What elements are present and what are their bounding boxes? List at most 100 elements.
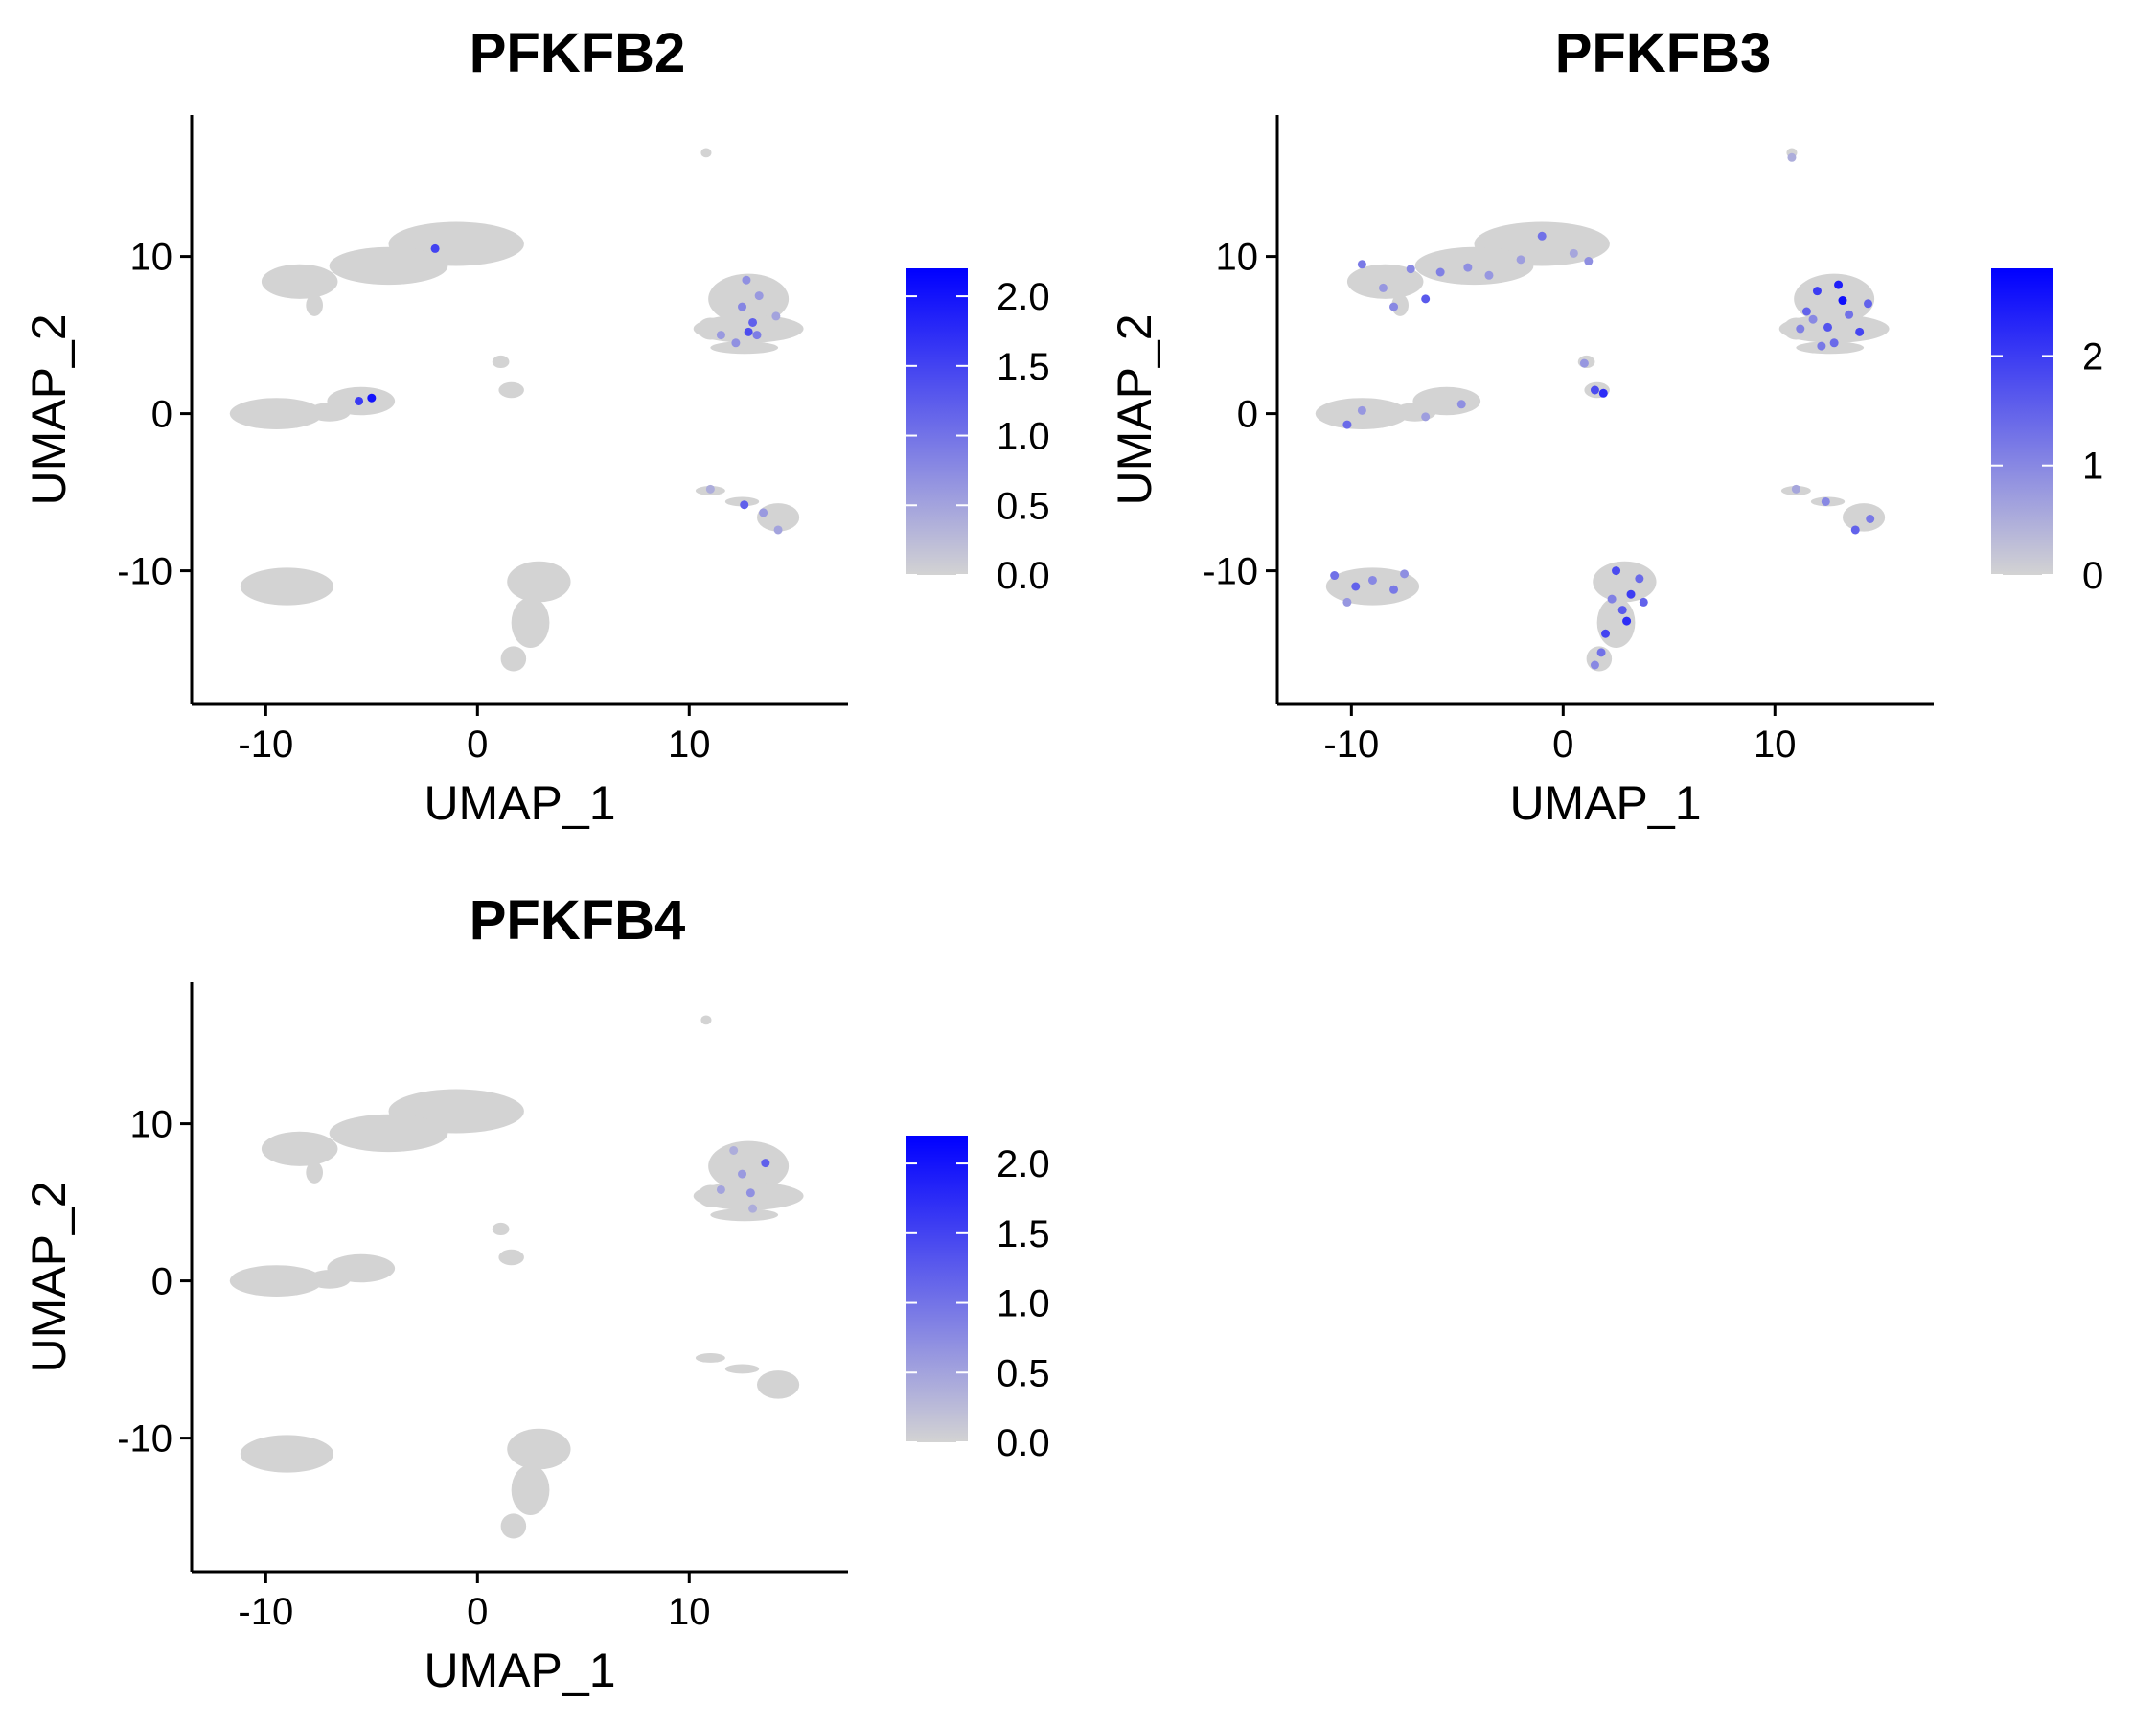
data-point-34 — [1866, 514, 1875, 523]
cell-cluster-7 — [492, 1222, 510, 1236]
x-axis-title: UMAP_1 — [424, 1644, 615, 1697]
data-point-35 — [1791, 484, 1800, 494]
y-tick-label: 10 — [130, 1104, 173, 1146]
colorbar-label: 0.0 — [997, 555, 1050, 597]
data-point-0 — [761, 1159, 770, 1168]
cell-cluster-7 — [492, 355, 510, 369]
data-point-45 — [1601, 629, 1610, 638]
y-tick-label: -10 — [117, 1418, 172, 1460]
data-point-14 — [773, 525, 783, 535]
data-point-26 — [1817, 341, 1826, 351]
data-point-24 — [1845, 310, 1854, 319]
cell-cluster-20 — [500, 1513, 527, 1539]
data-point-32 — [1821, 496, 1830, 506]
y-axis-title: UMAP_2 — [22, 1181, 76, 1372]
cell-cluster-3 — [1391, 293, 1409, 316]
cell-clusters — [1315, 148, 1890, 672]
cell-cluster-11 — [1778, 314, 1890, 343]
cell-cluster-9 — [700, 1015, 712, 1025]
data-point-31 — [1808, 314, 1818, 324]
data-point-39 — [1389, 585, 1399, 594]
data-point-2 — [716, 1184, 725, 1194]
data-point-33 — [1850, 525, 1860, 535]
panel-pfkfb3: PFKFB3 -10 0 10 -10 0 10 UMAP_1 UMAP_2 0 1 2 — [1108, 22, 2103, 830]
data-point-0 — [430, 243, 440, 253]
data-point-30 — [1829, 338, 1839, 348]
data-point-51 — [1590, 660, 1599, 670]
data-point-43 — [1626, 589, 1636, 599]
y-tick-label: 0 — [151, 1261, 172, 1303]
data-point-11 — [1389, 302, 1399, 311]
data-point-3 — [748, 317, 758, 327]
cell-clusters — [229, 1015, 804, 1539]
data-point-10 — [1584, 257, 1594, 266]
data-point-3 — [1421, 294, 1431, 304]
data-point-23 — [1834, 280, 1844, 289]
colorbar — [906, 268, 968, 575]
cell-cluster-6 — [327, 1254, 396, 1283]
colorbar-label: 1.0 — [997, 1283, 1050, 1325]
x-axis-title: UMAP_1 — [1509, 776, 1701, 830]
y-tick-label: -10 — [117, 551, 172, 593]
data-point-12 — [1342, 420, 1352, 429]
cell-cluster-18 — [507, 1428, 571, 1470]
cell-cluster-1 — [329, 1114, 448, 1153]
data-point-18 — [1579, 358, 1589, 368]
cell-cluster-6 — [1412, 386, 1481, 416]
data-point-15 — [1456, 400, 1466, 409]
data-point-50 — [1607, 594, 1617, 604]
cell-cluster-10 — [1794, 273, 1875, 325]
data-point-3 — [745, 1188, 755, 1198]
data-point-8 — [731, 338, 741, 348]
data-point-21 — [1812, 287, 1822, 296]
cell-cluster-15 — [724, 1364, 760, 1374]
colorbar-label: 1.5 — [997, 1213, 1050, 1255]
colorbar-label: 1.0 — [997, 416, 1050, 458]
cell-cluster-12 — [710, 1208, 779, 1222]
data-point-2 — [1406, 264, 1415, 274]
cell-cluster-2 — [1346, 264, 1424, 299]
chart-title: PFKFB4 — [470, 889, 686, 952]
data-point-6 — [744, 327, 753, 336]
data-point-1 — [1378, 283, 1388, 292]
cell-cluster-17 — [1325, 567, 1420, 606]
expressing-cells — [1330, 152, 1875, 670]
data-point-47 — [1596, 648, 1606, 657]
data-point-1 — [355, 396, 364, 405]
colorbar-label: 1 — [2082, 446, 2103, 488]
data-point-37 — [1351, 582, 1361, 591]
chart-title: PFKFB2 — [470, 22, 686, 84]
data-point-10 — [771, 311, 781, 321]
data-point-16 — [1590, 385, 1599, 395]
data-point-4 — [748, 1204, 758, 1213]
colorbar-label: 2.0 — [997, 276, 1050, 318]
y-tick-label: 10 — [130, 237, 173, 279]
cell-cluster-12 — [1796, 341, 1865, 355]
data-point-5 — [729, 1145, 739, 1155]
cell-cluster-1 — [1414, 246, 1534, 286]
cell-cluster-18 — [507, 561, 571, 603]
cell-cluster-16 — [695, 1353, 725, 1363]
y-tick-label: 10 — [1216, 237, 1259, 279]
expressing-cells — [716, 1145, 770, 1213]
cell-cluster-14 — [1842, 503, 1886, 532]
data-point-19 — [1787, 152, 1797, 162]
x-tick-label: -10 — [1323, 724, 1379, 766]
colorbar-label: 2.0 — [997, 1143, 1050, 1185]
data-point-4 — [1435, 267, 1445, 277]
cell-cluster-9 — [700, 148, 712, 158]
x-tick-label: 10 — [668, 1591, 711, 1633]
data-point-4 — [738, 302, 747, 311]
y-axis-title: UMAP_2 — [1108, 313, 1161, 505]
data-point-29 — [1838, 296, 1847, 306]
colorbar-label: 0.5 — [997, 1352, 1050, 1394]
cell-cluster-20 — [500, 646, 527, 672]
data-point-12 — [740, 500, 749, 510]
colorbar-label: 1.5 — [997, 346, 1050, 388]
data-point-41 — [1342, 597, 1352, 607]
x-tick-label: 10 — [1754, 724, 1797, 766]
data-point-48 — [1622, 616, 1632, 626]
data-point-14 — [1421, 412, 1431, 422]
cell-cluster-17 — [240, 1435, 334, 1473]
